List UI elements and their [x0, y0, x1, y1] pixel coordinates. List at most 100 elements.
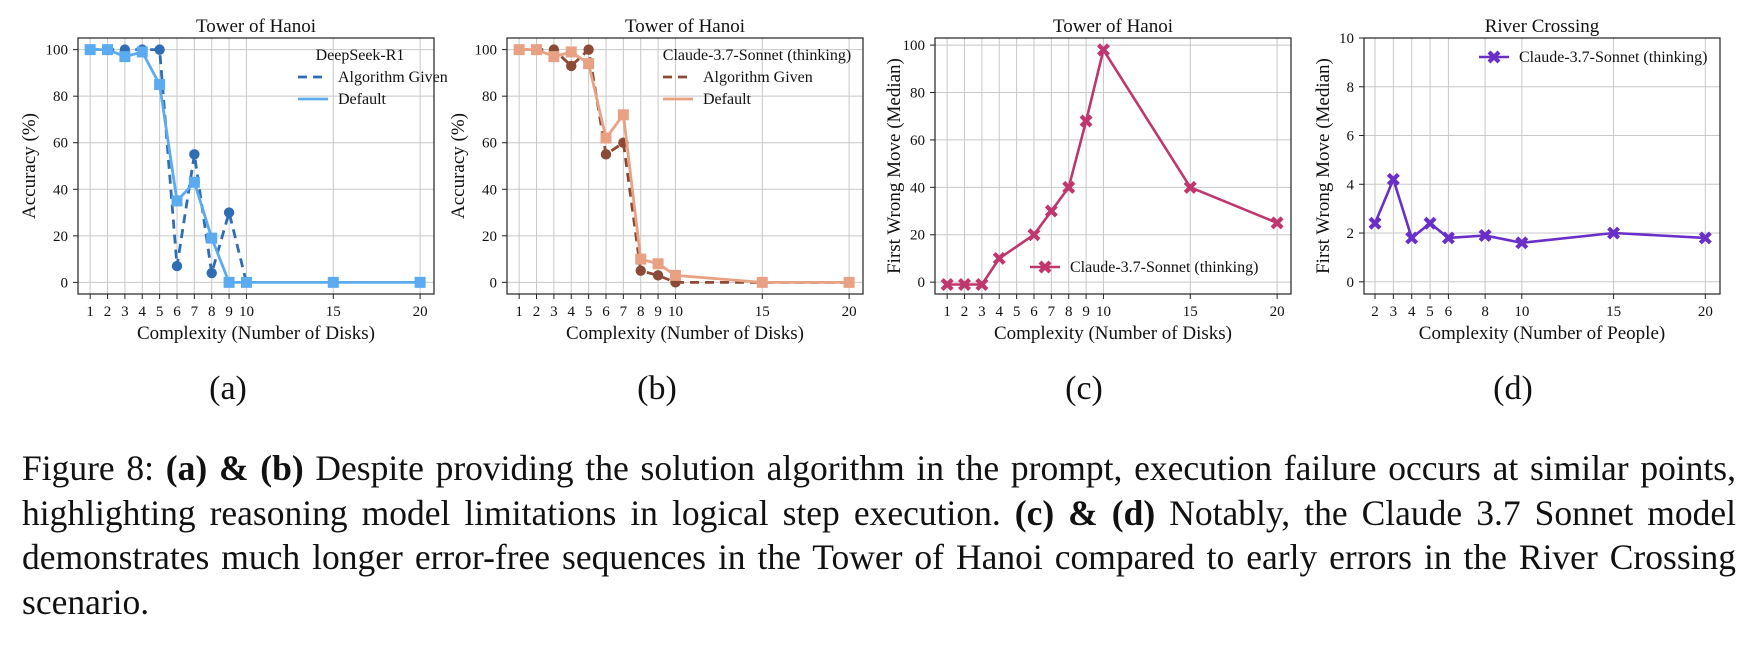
- chart3-y-tick-label: 100: [903, 38, 926, 54]
- caption-part2-text: Notably, the Claude 3.7 Sonnet model dem…: [22, 492, 1736, 622]
- chart1-series-2-point: [414, 276, 426, 288]
- chart2-legend-title: Claude-3.7-Sonnet (thinking): [663, 47, 851, 64]
- chart3-x-tick-label: 6: [1030, 304, 1038, 320]
- figure-caption: Figure 8: (a) & (b) Despite providing th…: [22, 446, 1736, 624]
- chart4-y-tick-label: 4: [1347, 177, 1355, 193]
- chart3-series-1-point: [1027, 228, 1041, 242]
- chart2-y-tick-label: 60: [482, 136, 497, 152]
- chart3-x-tick-label: 9: [1082, 304, 1090, 320]
- chart2-series-2-point: [583, 58, 595, 70]
- chart3-series-1-point: [958, 278, 972, 292]
- chart2-x-tick-label: 15: [755, 304, 770, 320]
- chart1-legend-label-2: Default: [338, 91, 387, 108]
- chart4-series-1-point: [1698, 231, 1712, 245]
- panel-label-a: (a): [209, 370, 247, 407]
- chart1-series-2-point: [136, 46, 148, 58]
- chart2-y-tick-label: 0: [490, 275, 498, 291]
- chart1-x-tick-label: 10: [239, 304, 254, 320]
- chart2-x-tick-label: 20: [842, 304, 857, 320]
- chart4-y-tick-label: 8: [1347, 80, 1355, 96]
- chart3-series-1-point: [940, 278, 954, 292]
- chart1-series-2-point: [84, 44, 96, 56]
- chart4-x-tick-label: 4: [1408, 304, 1416, 320]
- chart3-series-1-point: [1044, 204, 1058, 218]
- chart1-series-1-point: [189, 149, 200, 160]
- caption-lead: Figure 8:: [22, 448, 166, 488]
- chart2-series-2-point: [756, 276, 768, 288]
- chart1-series-2-point: [188, 176, 200, 188]
- chart2-series-2-point: [565, 46, 577, 58]
- chart1-y-axis-label: Accuracy (%): [19, 113, 40, 219]
- chart3-legend-label-1: Claude-3.7-Sonnet (thinking): [1070, 259, 1258, 276]
- chart4-legend-label-1: Claude-3.7-Sonnet (thinking): [1519, 49, 1707, 66]
- chart2-y-tick-label: 100: [475, 43, 498, 59]
- chart1-series-2-point: [102, 44, 114, 56]
- panel-label-c: (c): [1065, 370, 1103, 407]
- chart2-series-2-point: [531, 44, 543, 56]
- chart3-title: Tower of Hanoi: [1053, 16, 1173, 37]
- chart2-x-tick-label: 2: [533, 304, 541, 320]
- chart4-series-1-point: [1368, 216, 1382, 230]
- chart4-y-tick-label: 6: [1347, 129, 1355, 145]
- chart3-x-tick-label: 20: [1270, 304, 1285, 320]
- chart1-y-tick-label: 40: [53, 182, 68, 198]
- chart3-y-tick-label: 40: [910, 180, 925, 196]
- chart1-x-tick-label: 1: [86, 304, 94, 320]
- chart3-series-1-line: [947, 48, 1278, 286]
- caption-part2-bold: (c) & (d): [1014, 492, 1156, 533]
- chart2-series-2-point: [600, 132, 612, 144]
- chart1-y-tick-label: 20: [53, 229, 68, 245]
- chart2-legend-label-2: Default: [703, 91, 752, 108]
- chart4-y-axis-label: First Wrong Move (Median): [1313, 58, 1334, 274]
- chart1-y-tick-label: 0: [61, 275, 69, 291]
- chart1-x-tick-label: 3: [121, 304, 129, 320]
- chart1-series-1-point: [206, 267, 217, 279]
- panel-label-d: (d): [1493, 370, 1533, 407]
- chart4-x-tick-label: 20: [1698, 304, 1713, 320]
- chart1-series-2-point: [327, 276, 339, 288]
- chart3-series-1-point: [1183, 180, 1197, 194]
- chart1-series-1-point: [154, 44, 165, 55]
- chart1-x-tick-label: 9: [225, 304, 233, 320]
- chart4-y-tick-label: 10: [1339, 31, 1354, 47]
- chart1-series-1-line: [90, 48, 248, 283]
- chart4-series-1-point: [1607, 226, 1621, 240]
- chart2-series-2-point: [548, 51, 560, 63]
- chart3-series-1-point: [1096, 43, 1110, 57]
- chart3-x-tick-label: 10: [1096, 304, 1111, 320]
- chart1-series-1-point: [171, 260, 183, 272]
- chart2-series-1-point: [600, 149, 612, 160]
- chart2-x-tick-label: 1: [515, 304, 523, 320]
- chart4-series-1-point: [1405, 231, 1419, 245]
- chart2-series-2-point: [617, 109, 629, 121]
- chart1-x-tick-label: 5: [156, 304, 164, 320]
- chart3-y-tick-label: 80: [910, 86, 925, 102]
- chart1-series-1-point: [223, 207, 235, 218]
- chart1-x-tick-label: 6: [173, 304, 181, 320]
- chart4-y-tick-label: 0: [1347, 275, 1355, 291]
- chart4-x-tick-label: 2: [1371, 304, 1379, 320]
- chart2-x-tick-label: 7: [620, 304, 628, 320]
- chart4-series-1-point: [1441, 231, 1455, 245]
- chart2-series-2-point: [652, 258, 664, 270]
- chart1-series-2-point: [154, 79, 166, 91]
- chart3-x-tick-label: 3: [978, 304, 986, 320]
- chart2-series-2-point: [513, 44, 525, 56]
- chart2-legend-label-1: Algorithm Given: [703, 69, 813, 86]
- chart3-x-tick-label: 7: [1048, 304, 1056, 320]
- chart4-x-axis-label: Complexity (Number of People): [1419, 323, 1665, 344]
- chart2-x-tick-label: 5: [585, 304, 593, 320]
- chart1-y-tick-label: 100: [46, 43, 69, 59]
- chart3-y-tick-label: 60: [910, 133, 925, 149]
- chart3-x-tick-label: 15: [1183, 304, 1198, 320]
- chart2-x-tick-label: 10: [668, 304, 683, 320]
- chart3-x-tick-label: 5: [1013, 304, 1021, 320]
- chart2-series-1-point: [583, 44, 594, 55]
- chart1-series-2-point: [171, 195, 183, 207]
- chart4-y-tick-label: 2: [1347, 226, 1355, 242]
- chart3-series-1-point: [992, 251, 1006, 265]
- chart3-x-tick-label: 4: [996, 304, 1004, 320]
- chart2-title: Tower of Hanoi: [625, 16, 745, 37]
- chart4-x-tick-label: 5: [1426, 304, 1434, 320]
